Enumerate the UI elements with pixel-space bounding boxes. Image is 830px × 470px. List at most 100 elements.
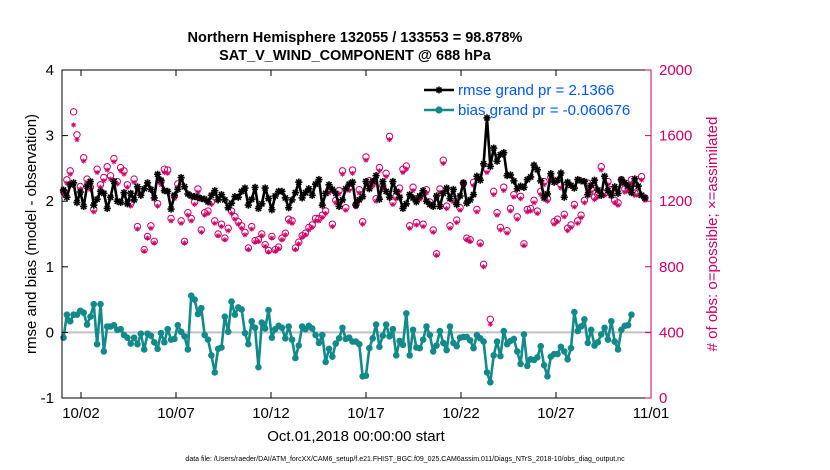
bias-point: [97, 300, 104, 308]
rmse-point: [382, 187, 390, 195]
bias-point: [483, 369, 491, 376]
assimilated-obs-point: [638, 177, 645, 183]
rmse-point: [348, 178, 357, 186]
assimilated-obs-point: [292, 246, 299, 253]
bias-point: [248, 317, 256, 325]
rmse-point: [217, 191, 226, 199]
rmse-point: [80, 202, 88, 211]
assimilated-obs-point: [212, 220, 218, 226]
assimilated-obs-point: [239, 225, 245, 231]
bias-point: [608, 317, 615, 325]
x-tick-label: 10/07: [157, 405, 195, 422]
rmse-point: [466, 196, 474, 204]
bias-point: [557, 343, 565, 351]
rmse-point: [506, 171, 515, 179]
rmse-point: [285, 204, 293, 212]
rmse-point: [527, 173, 535, 181]
rmse-point: [338, 196, 347, 204]
bias-point: [90, 300, 98, 308]
bias-point: [134, 340, 141, 348]
rmse-point: [281, 194, 289, 202]
rmse-point: [63, 193, 71, 201]
rmse-point: [244, 201, 252, 209]
assimilated-obs-point: [134, 226, 141, 232]
rmse-point: [520, 183, 528, 192]
bias-point: [231, 311, 239, 318]
assimilated-obs-point: [309, 224, 315, 231]
rmse-point: [530, 161, 538, 169]
rmse-point: [90, 201, 98, 209]
rmse-point: [69, 179, 78, 187]
assimilated-obs-point: [131, 179, 137, 185]
rmse-point: [449, 185, 457, 193]
rmse-point: [476, 176, 484, 184]
assimilated-obs-point: [151, 240, 157, 246]
assimilated-obs-point: [554, 219, 561, 225]
bias-point: [117, 325, 124, 333]
rmse-point: [322, 189, 330, 197]
rmse-point: [480, 160, 488, 168]
rmse-point: [432, 192, 441, 200]
bias-point: [251, 324, 259, 332]
y-right-tick-label: 0: [659, 390, 667, 407]
assimilated-obs-point: [74, 137, 80, 143]
rmse-point: [117, 198, 125, 207]
rmse-point: [446, 194, 454, 203]
assimilated-obs-point: [521, 242, 527, 249]
bias-point: [288, 336, 296, 343]
bias-point: [255, 363, 262, 371]
bias-point: [198, 304, 205, 312]
rmse-point: [395, 193, 404, 201]
bias-point: [308, 325, 316, 332]
assimilated-obs-point: [124, 184, 130, 190]
bias-point: [369, 335, 377, 342]
assimilated-obs-point: [575, 220, 581, 226]
bias-point: [392, 352, 400, 359]
bias-point: [490, 352, 497, 359]
rmse-point: [533, 166, 541, 174]
rmse-point: [180, 183, 189, 191]
rmse-point: [137, 191, 145, 199]
bias-point: [355, 340, 363, 348]
assimilated-obs-point: [155, 203, 161, 209]
rmse-point: [570, 184, 578, 192]
rmse-point: [295, 178, 303, 186]
y-tick-label: 4: [46, 62, 54, 79]
rmse-point: [392, 187, 400, 195]
rmse-point: [288, 196, 296, 204]
rmse-point: [587, 181, 595, 190]
bias-point: [147, 332, 155, 339]
assimilated-obs-point: [289, 220, 295, 226]
assimilated-obs-point: [565, 228, 571, 234]
rmse-point: [362, 177, 370, 186]
assimilated-obs-point: [302, 232, 309, 238]
bias-point: [261, 325, 269, 332]
y-tick-label: 3: [46, 128, 54, 145]
bias-point: [100, 348, 108, 355]
rmse-point: [641, 194, 649, 202]
assimilated-obs-point: [222, 237, 228, 243]
rmse-point: [83, 182, 91, 190]
rmse-point: [291, 189, 300, 197]
assimilated-obs-point: [598, 167, 604, 173]
bias-point: [601, 324, 608, 332]
rmse-point: [143, 179, 152, 187]
assimilated-obs-point: [474, 209, 480, 215]
bias-point: [517, 360, 524, 368]
assimilated-obs-point: [252, 239, 258, 245]
rmse-point: [140, 185, 148, 193]
bias-point: [406, 352, 413, 359]
rmse-point: [342, 185, 350, 193]
rmse-point: [614, 189, 622, 197]
rmse-point: [634, 182, 642, 190]
bias-point: [540, 361, 548, 369]
bias-point: [201, 331, 208, 339]
bias-point: [537, 342, 545, 350]
legend-bias-label: bias grand pr = -0.060676: [458, 102, 630, 119]
bias-point: [439, 339, 447, 347]
bias-point: [245, 340, 252, 348]
assimilated-obs-point: [185, 212, 191, 218]
rmse-point: [375, 195, 384, 203]
rmse-point: [510, 177, 518, 185]
bias-point: [282, 335, 289, 342]
